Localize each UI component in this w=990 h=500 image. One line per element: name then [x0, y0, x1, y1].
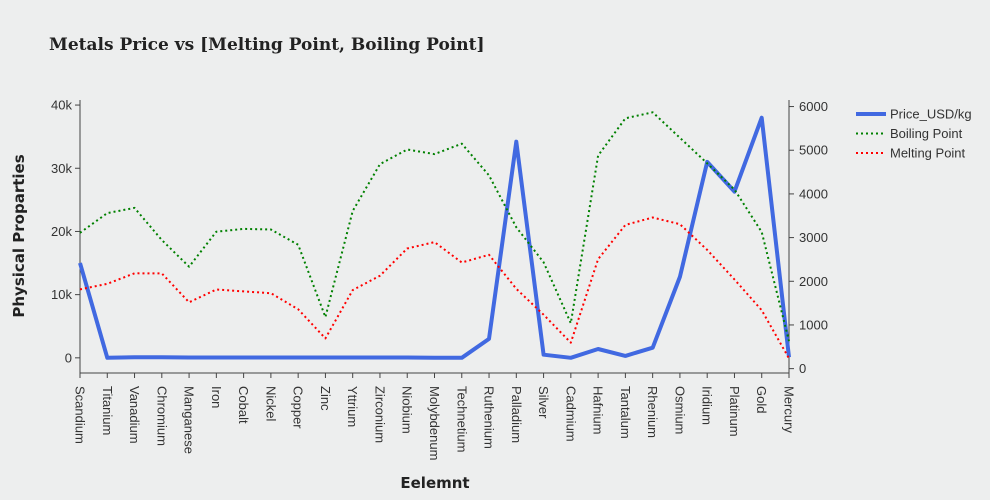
series-line-price-usd-kg[interactable] [78, 115, 791, 360]
x-tick-label: Platinum [727, 386, 742, 437]
x-tick-label: Technetium [454, 386, 469, 452]
right-tick-label: 1000 [799, 317, 828, 332]
left-tick-label: 40k [51, 98, 72, 113]
right-tick-label: 0 [799, 361, 806, 376]
x-tick-label: Niobium [400, 386, 415, 434]
x-tick-label: Gold [754, 386, 769, 413]
right-tick-label: 3000 [799, 230, 828, 245]
x-tick-label: Mercury [782, 386, 797, 433]
axes [79, 100, 790, 374]
legend[interactable]: Price_USD/kg Boiling Point Melting Point [856, 107, 972, 161]
x-tick-label: Copper [291, 386, 306, 429]
x-tick-label: Ruthenium [482, 386, 497, 449]
x-tick-label: Nickel [263, 386, 278, 422]
legend-label[interactable]: Melting Point [890, 146, 966, 161]
x-tick-label: Cadmium [563, 386, 578, 442]
x-tick-label: Osmium [672, 386, 687, 434]
x-tick-label: Palladium [509, 386, 524, 443]
right-tick-label: 2000 [799, 274, 828, 289]
chart-title: Metals Price vs [Melting Point, Boiling … [49, 35, 485, 55]
x-tick-label: Zirconium [372, 386, 387, 443]
right-tick-label: 5000 [799, 143, 828, 158]
x-tick-label: Iron [209, 386, 224, 408]
x-tick-label: Manganese [182, 386, 197, 454]
series-lines [78, 111, 791, 360]
right-y-axis-ticks: 0 1000 2000 3000 4000 5000 6000 [789, 99, 828, 376]
x-axis-ticks: Scandium Titanium Vanadium Chromium Manganes… [73, 373, 797, 460]
legend-label[interactable]: Boiling Point [890, 126, 963, 141]
series-line-boiling-point[interactable] [79, 111, 790, 342]
right-tick-label: 6000 [799, 99, 828, 114]
x-tick-label: Cobalt [236, 386, 251, 424]
left-tick-label: 30k [51, 161, 72, 176]
x-tick-label: Vanadium [127, 386, 142, 444]
x-tick-label: Chromium [154, 386, 169, 446]
x-axis-title: Eelemnt [400, 474, 469, 492]
left-tick-label: 10k [51, 287, 72, 302]
left-tick-label: 20k [51, 224, 72, 239]
x-tick-label: Scandium [73, 386, 88, 444]
x-tick-label: Molybdenum [427, 386, 442, 460]
left-tick-label: 0 [65, 350, 72, 365]
x-tick-label: Titanium [100, 386, 115, 435]
right-tick-label: 4000 [799, 186, 828, 201]
x-tick-label: Zinc [318, 386, 333, 411]
x-tick-label: Tantalum [618, 386, 633, 439]
x-tick-label: Yttrium [345, 386, 360, 427]
x-tick-label: Silver [536, 386, 551, 419]
x-tick-label: Iridium [700, 386, 715, 425]
x-tick-label: Rhenium [645, 386, 660, 438]
y-axis-title: Physical Proparties [10, 154, 28, 317]
series-line-melting-point[interactable] [79, 216, 790, 359]
legend-label[interactable]: Price_USD/kg [890, 107, 972, 122]
left-y-axis-ticks: 0 10k 20k 30k 40k [51, 98, 80, 365]
x-tick-label: Hafnium [591, 386, 606, 434]
